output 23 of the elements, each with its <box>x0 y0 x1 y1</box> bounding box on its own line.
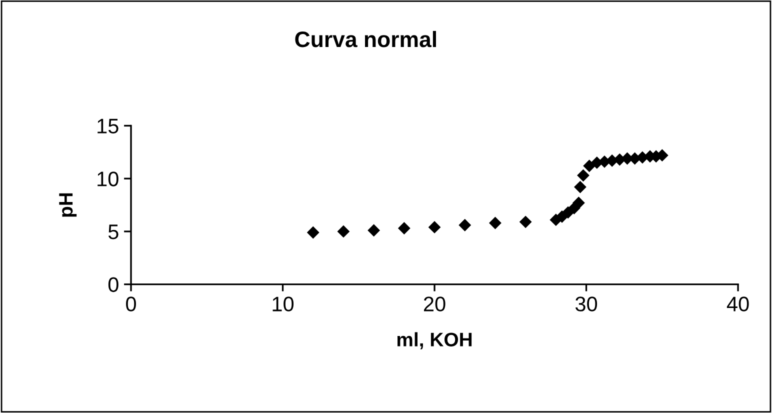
y-tick-label: 5 <box>108 224 118 240</box>
y-tick-label: 10 <box>98 172 118 186</box>
point <box>458 218 472 232</box>
point <box>577 169 590 182</box>
point <box>519 216 532 228</box>
x-axis-title: ml, KOH <box>397 332 472 350</box>
point <box>572 196 585 210</box>
point <box>489 216 502 230</box>
y-tick-label: 0 <box>108 277 118 292</box>
point <box>574 180 586 194</box>
x-tick-label: 40 <box>726 296 749 312</box>
x-tick-label: 0 <box>126 296 136 312</box>
chart-title: Curva normal <box>295 30 436 48</box>
point <box>398 222 410 234</box>
x-tick-label: 30 <box>575 296 598 312</box>
x-tick-label: 10 <box>272 296 294 312</box>
point <box>306 226 320 239</box>
point <box>337 225 350 238</box>
y-axis-title: pH <box>59 193 77 217</box>
x-tick-label: 20 <box>424 296 446 312</box>
point <box>428 221 441 234</box>
point <box>368 224 380 237</box>
y-tick-label: 15 <box>98 118 118 134</box>
